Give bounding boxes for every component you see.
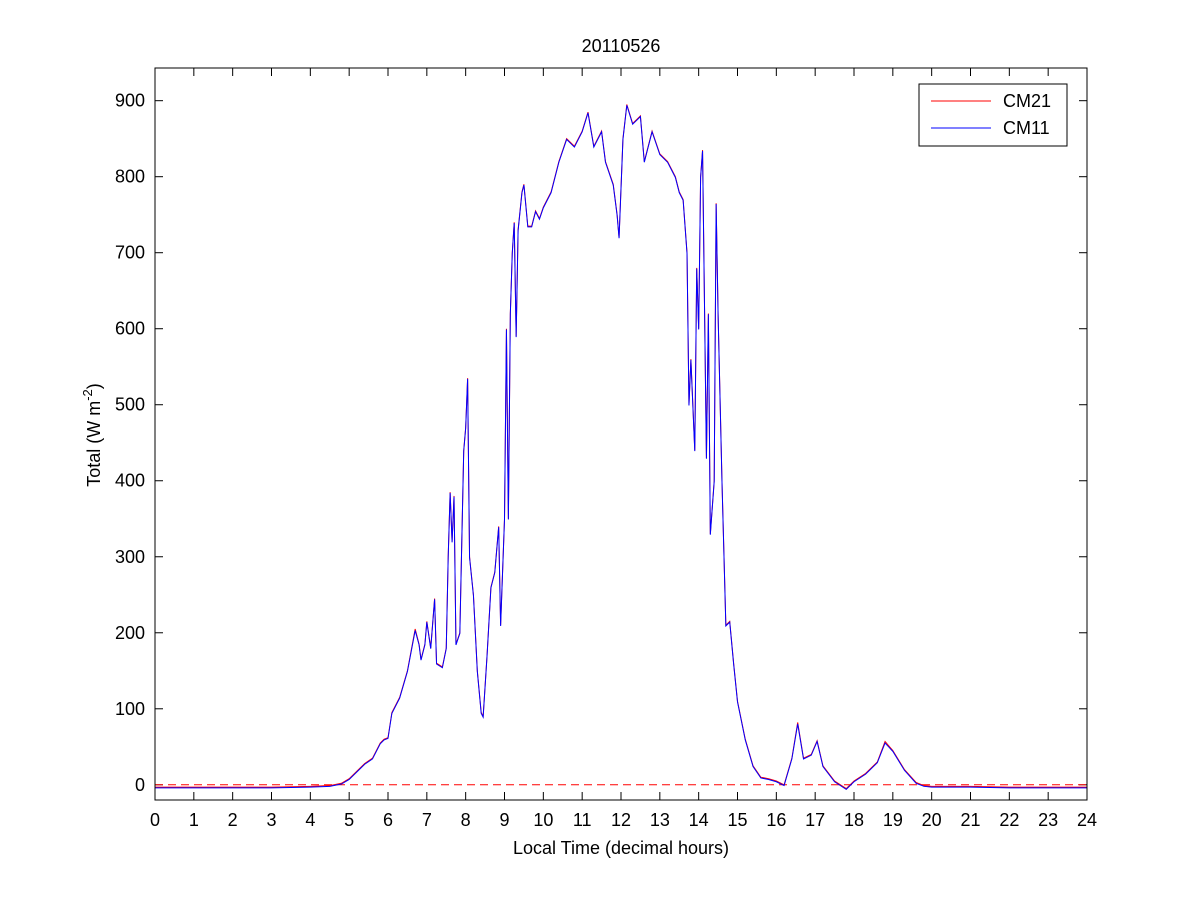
x-tick-label: 6 <box>383 810 393 830</box>
x-tick-label: 10 <box>533 810 553 830</box>
y-tick-label: 0 <box>135 775 145 795</box>
x-tick-label: 11 <box>573 810 592 830</box>
y-tick-label: 100 <box>115 699 145 719</box>
x-axis-label: Local Time (decimal hours) <box>513 838 729 858</box>
legend-label: CM11 <box>1003 118 1050 138</box>
x-tick-label: 24 <box>1077 810 1097 830</box>
x-tick-label: 5 <box>344 810 354 830</box>
y-tick-label: 900 <box>115 91 145 111</box>
x-tick-label: 21 <box>960 810 980 830</box>
chart-title: 20110526 <box>582 36 661 56</box>
series-line <box>155 105 1087 790</box>
y-tick-label: 300 <box>115 547 145 567</box>
x-tick-label: 17 <box>805 810 825 830</box>
y-tick-label: 500 <box>115 395 145 415</box>
x-tick-label: 9 <box>499 810 509 830</box>
y-tick-label: 200 <box>115 623 145 643</box>
x-tick-label: 16 <box>766 810 786 830</box>
x-tick-label: 12 <box>611 810 631 830</box>
x-tick-label: 22 <box>999 810 1019 830</box>
x-tick-label: 14 <box>689 810 709 830</box>
y-axis-label-suffix: ) <box>84 383 104 389</box>
legend-label: CM21 <box>1003 91 1051 111</box>
x-tick-label: 8 <box>461 810 471 830</box>
y-tick-label: 600 <box>115 319 145 339</box>
x-tick-label: 0 <box>150 810 160 830</box>
y-axis-label-sup: -2 <box>80 389 95 401</box>
x-tick-label: 3 <box>266 810 276 830</box>
x-tick-label: 13 <box>650 810 670 830</box>
x-tick-label: 7 <box>422 810 432 830</box>
legend-box <box>918 83 1068 147</box>
y-tick-label: 700 <box>115 243 145 263</box>
x-tick-label: 1 <box>189 810 199 830</box>
y-axis-label-text: Total (W m <box>84 401 104 487</box>
x-tick-label: 20 <box>922 810 942 830</box>
plot-frame <box>154 67 1088 801</box>
x-tick-label: 19 <box>883 810 903 830</box>
y-tick-label: 400 <box>115 471 145 491</box>
x-tick-label: 23 <box>1038 810 1058 830</box>
x-tick-label: 15 <box>727 810 747 830</box>
y-axis-label: Total (W m-2) <box>80 383 104 487</box>
x-tick-label: 18 <box>844 810 864 830</box>
x-tick-label: 2 <box>228 810 238 830</box>
x-tick-label: 4 <box>305 810 315 830</box>
y-tick-label: 800 <box>115 167 145 187</box>
